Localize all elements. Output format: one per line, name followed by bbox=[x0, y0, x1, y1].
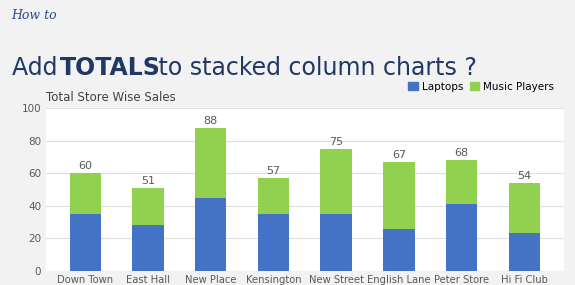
Bar bbox=[509, 183, 540, 233]
Text: 88: 88 bbox=[204, 116, 218, 126]
Bar bbox=[195, 128, 227, 198]
Text: 75: 75 bbox=[329, 137, 343, 147]
Text: 68: 68 bbox=[454, 148, 469, 158]
Bar bbox=[132, 188, 164, 225]
Bar bbox=[70, 214, 101, 271]
Text: 60: 60 bbox=[78, 161, 92, 171]
Bar bbox=[383, 229, 415, 271]
Bar bbox=[70, 173, 101, 214]
Bar bbox=[446, 160, 477, 204]
Bar bbox=[383, 162, 415, 229]
Text: Total Store Wise Sales: Total Store Wise Sales bbox=[46, 91, 176, 104]
Text: 54: 54 bbox=[518, 171, 531, 181]
Bar bbox=[132, 225, 164, 271]
Text: 51: 51 bbox=[141, 176, 155, 186]
Bar bbox=[320, 214, 352, 271]
Text: Add: Add bbox=[12, 56, 64, 80]
Bar bbox=[195, 198, 227, 271]
Bar bbox=[446, 204, 477, 271]
Bar bbox=[258, 214, 289, 271]
Bar bbox=[258, 178, 289, 214]
Bar bbox=[509, 233, 540, 271]
Text: to stacked column charts ?: to stacked column charts ? bbox=[151, 56, 477, 80]
Legend: Laptops, Music Players: Laptops, Music Players bbox=[404, 78, 558, 96]
Text: How to: How to bbox=[12, 9, 57, 22]
Text: TOTALS: TOTALS bbox=[60, 56, 161, 80]
Text: 57: 57 bbox=[266, 166, 281, 176]
Bar bbox=[320, 149, 352, 214]
Text: 67: 67 bbox=[392, 150, 406, 160]
